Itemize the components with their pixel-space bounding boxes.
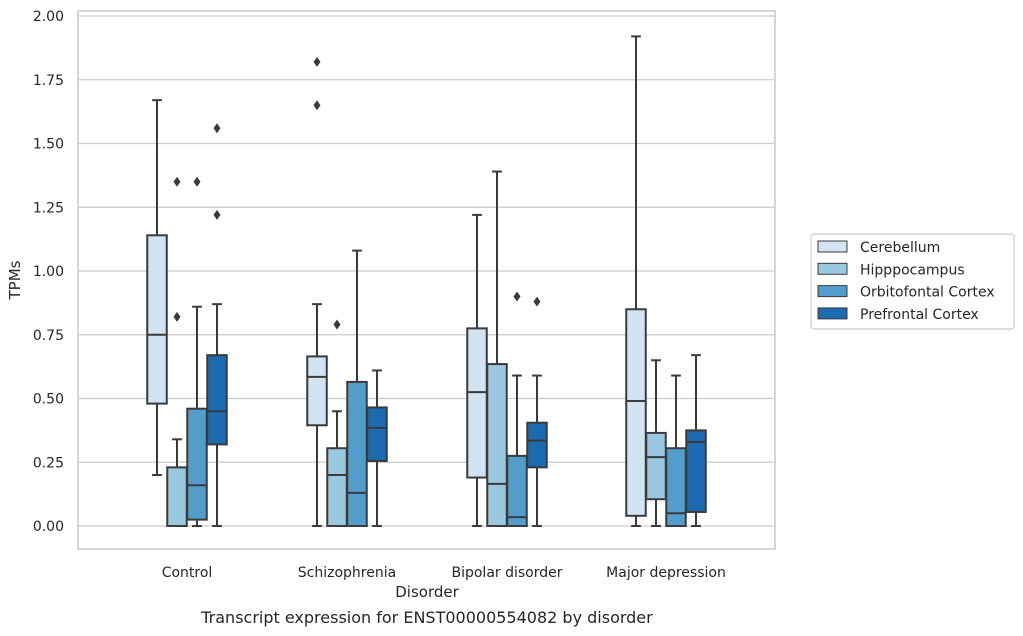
box-iqr bbox=[625, 308, 647, 517]
outlier-point bbox=[333, 319, 341, 330]
box-cerebellum bbox=[306, 56, 328, 527]
legend-label: Orbitofontal Cortex bbox=[860, 285, 995, 301]
box-hipppocampus bbox=[645, 359, 667, 527]
outlier-point bbox=[533, 296, 541, 307]
legend-label: Cerebellum bbox=[860, 240, 940, 256]
y-tick-labels: 0.00 0.25 0.50 0.75 1.00 1.25 1.50 1.75 2.00 bbox=[33, 9, 64, 535]
legend-frame bbox=[810, 233, 1015, 330]
outlier-point bbox=[213, 209, 221, 220]
box-iqr bbox=[206, 354, 228, 446]
box-orbitofontal-cortex bbox=[186, 176, 208, 527]
legend-swatch bbox=[817, 285, 848, 298]
outlier-point bbox=[193, 176, 201, 187]
box-iqr bbox=[346, 380, 368, 527]
outlier-point bbox=[213, 123, 221, 134]
legend: Cerebellum Hipppocampus Orbitofontal Corte… bbox=[810, 233, 1015, 330]
x-tick-label: Bipolar disorder bbox=[451, 565, 562, 581]
outlier-point bbox=[313, 56, 321, 67]
y-tick-label: 2.00 bbox=[33, 9, 64, 25]
box-prefrontal-cortex bbox=[206, 123, 228, 527]
box-orbitofontal-cortex bbox=[506, 291, 528, 527]
chart-title: Transcript expression for ENST0000055408… bbox=[200, 608, 653, 627]
box-cerebellum bbox=[146, 99, 168, 476]
legend-swatch bbox=[817, 240, 848, 253]
y-axis-label: TPMs bbox=[6, 260, 24, 300]
y-tick-label: 0.50 bbox=[33, 392, 64, 408]
box-iqr bbox=[526, 421, 548, 469]
y-tick-label: 0.25 bbox=[33, 455, 64, 471]
outlier-point bbox=[513, 291, 521, 302]
box-iqr bbox=[366, 406, 388, 462]
y-tick-label: 1.00 bbox=[33, 264, 64, 280]
outlier-point bbox=[313, 100, 321, 111]
box-iqr bbox=[146, 234, 168, 405]
box-iqr bbox=[186, 407, 208, 521]
y-tick-label: 0.75 bbox=[33, 328, 64, 344]
box-prefrontal-cortex bbox=[685, 354, 707, 527]
box-series bbox=[146, 35, 707, 528]
box-hipppocampus bbox=[486, 170, 508, 528]
box-prefrontal-cortex bbox=[526, 296, 548, 527]
box-iqr bbox=[466, 327, 488, 479]
legend-label: Hipppocampus bbox=[860, 262, 965, 278]
box-hipppocampus bbox=[166, 176, 188, 528]
x-tick-label: Control bbox=[162, 565, 213, 581]
y-tick-label: 1.75 bbox=[33, 73, 64, 89]
legend-swatch bbox=[817, 262, 848, 275]
x-tick-labels: Control Schizophrenia Bipolar disorder Majo… bbox=[162, 565, 726, 581]
box-iqr bbox=[665, 447, 687, 528]
legend-label: Prefrontal Cortex bbox=[860, 307, 979, 323]
box-iqr bbox=[166, 466, 188, 528]
box-iqr bbox=[645, 431, 667, 501]
x-tick-label: Major depression bbox=[606, 565, 726, 581]
box-cerebellum bbox=[466, 213, 488, 527]
box-iqr bbox=[506, 454, 528, 527]
box-iqr bbox=[306, 355, 328, 427]
box-cerebellum bbox=[625, 35, 647, 527]
y-tick-label: 0.00 bbox=[33, 519, 64, 535]
box-orbitofontal-cortex bbox=[346, 249, 368, 527]
x-axis-label: Disorder bbox=[395, 583, 459, 601]
box-hipppocampus bbox=[326, 319, 348, 528]
plot-frame bbox=[77, 10, 776, 550]
box-prefrontal-cortex bbox=[366, 369, 388, 527]
box-iqr bbox=[685, 429, 707, 513]
outlier-point bbox=[173, 311, 181, 322]
box-iqr bbox=[326, 447, 348, 528]
legend-swatch bbox=[817, 307, 848, 320]
x-tick-label: Schizophrenia bbox=[298, 565, 396, 581]
outlier-point bbox=[173, 176, 181, 187]
box-iqr bbox=[486, 363, 508, 528]
y-tick-label: 1.50 bbox=[33, 137, 64, 153]
y-tick-label: 1.25 bbox=[33, 200, 64, 216]
